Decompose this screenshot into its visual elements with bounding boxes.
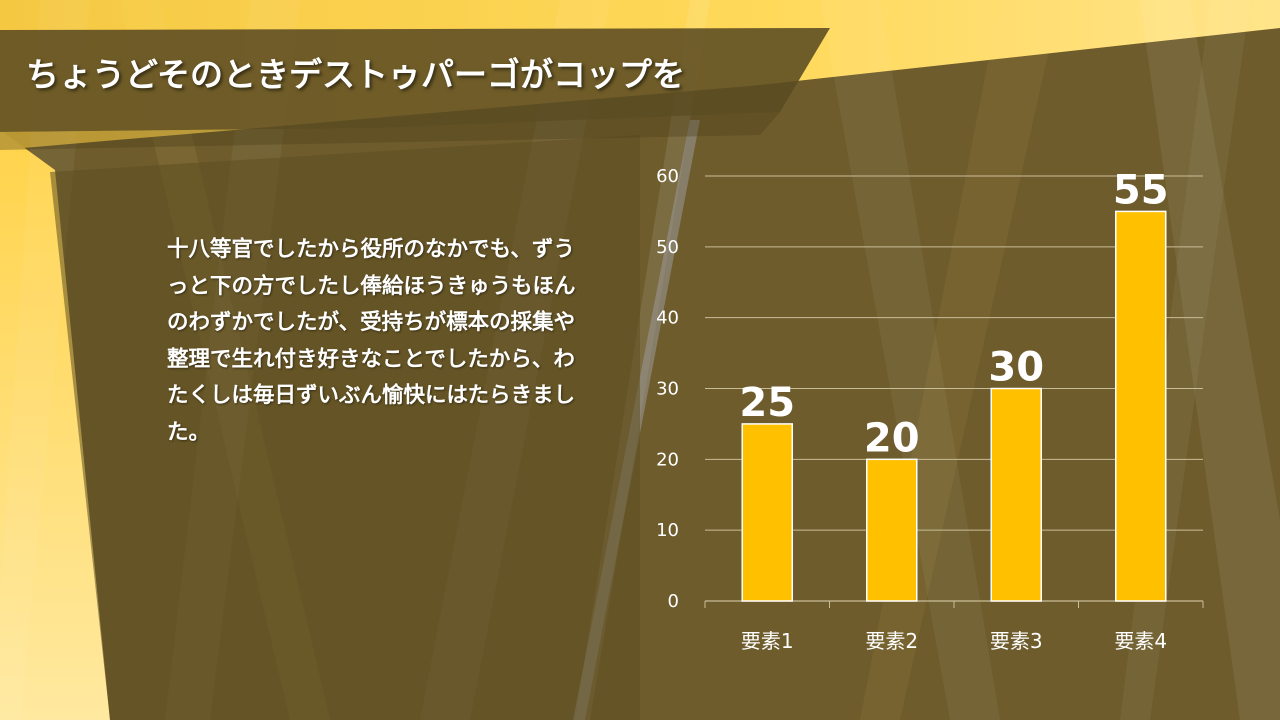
labels: 0 10 20 30 40 50 60 25 要素1 20 要素2 30 要素3 55 要素4 [656,166,1168,653]
data-label-3: 30 [988,345,1044,391]
data-label-1: 25 [739,380,795,426]
y-tick-label: 20 [656,449,679,470]
y-tick-label: 30 [656,379,679,400]
y-tick-label: 0 [668,591,679,612]
y-tick-label: 10 [656,520,679,541]
slide-title: ちょうどそのときデストゥパーゴがコップを [26,55,686,94]
data-label-2: 20 [864,415,920,461]
bar-4 [1115,210,1167,602]
category-label-1: 要素1 [741,629,794,653]
y-tick-label: 50 [656,237,679,258]
bar-3 [990,387,1042,602]
y-tick-label: 60 [656,166,679,187]
category-label-4: 要素4 [1114,629,1167,653]
body-paragraph: 十八等官でしたから役所のなかでも、ずうっと下の方でしたし俸給ほうきゅうもほんのわ… [167,237,576,445]
category-label-2: 要素2 [865,629,918,653]
bars [741,210,1167,602]
data-label-4: 55 [1113,167,1169,213]
bar-1 [741,423,793,602]
category-label-3: 要素3 [990,629,1043,653]
bar-2 [866,458,918,602]
axes [704,600,1204,608]
y-tick-label: 40 [656,308,679,329]
